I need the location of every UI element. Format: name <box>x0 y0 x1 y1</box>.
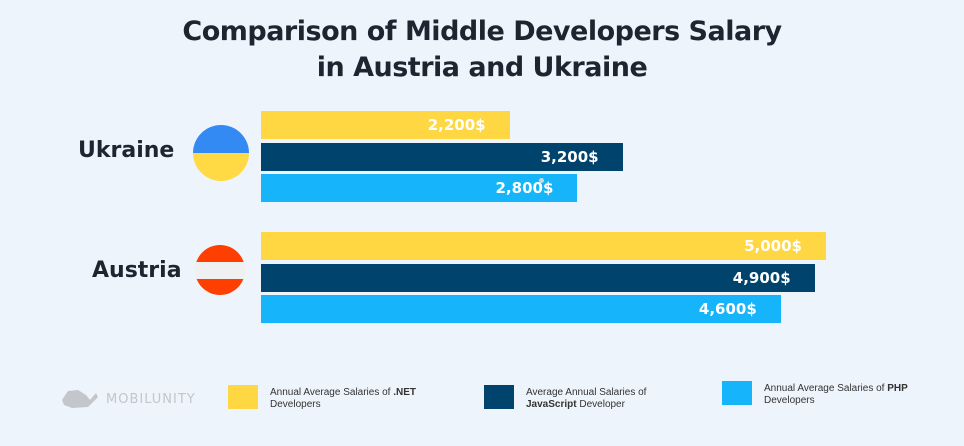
ukraine-flag-icon <box>193 125 249 181</box>
legend-label: Annual Average Salaries of .NET Developer… <box>270 387 417 410</box>
logo-text: MOBILUNITY <box>106 391 196 407</box>
data-label: 4,600$ <box>698 300 757 318</box>
bar-ukraine-0: 2,200$ <box>261 111 510 139</box>
chart-title: Comparison of Middle Developers Salary in… <box>0 14 964 86</box>
data-label: 4,900$ <box>732 268 791 287</box>
decorative-dot <box>539 178 544 183</box>
category-label-ukraine: Ukraine <box>78 138 175 163</box>
data-label: 2,200$ <box>427 116 486 134</box>
austria-flag-icon <box>195 245 245 295</box>
title-line-2: in Austria and Ukraine <box>316 52 648 83</box>
bar-austria-2: 4,600$ <box>261 295 781 323</box>
bar-austria-1: 4,900$ <box>261 263 815 292</box>
data-label: 2,800$ <box>495 179 554 197</box>
bar-austria-0: 5,000$ <box>261 232 826 260</box>
data-label: 5,000$ <box>744 237 802 255</box>
legend-swatch <box>484 385 514 409</box>
data-label: 3,200$ <box>540 147 599 166</box>
mobilunity-logo: MOBILUNITY <box>60 388 196 410</box>
category-label-austria: Austria <box>92 258 182 283</box>
bar-ukraine-1: 3,200$ <box>261 142 623 171</box>
bar-ukraine-2: 2,800$ <box>261 174 578 202</box>
legend-label: Annual Average Salaries of PHP Developers <box>764 383 908 406</box>
title-line-1: Comparison of Middle Developers Salary <box>182 16 782 47</box>
legend-swatch <box>228 385 258 409</box>
legend-swatch <box>722 381 752 405</box>
whale-logo-icon <box>62 390 98 408</box>
legend-label: Average Annual Salaries of JavaScript Dev… <box>526 387 647 410</box>
